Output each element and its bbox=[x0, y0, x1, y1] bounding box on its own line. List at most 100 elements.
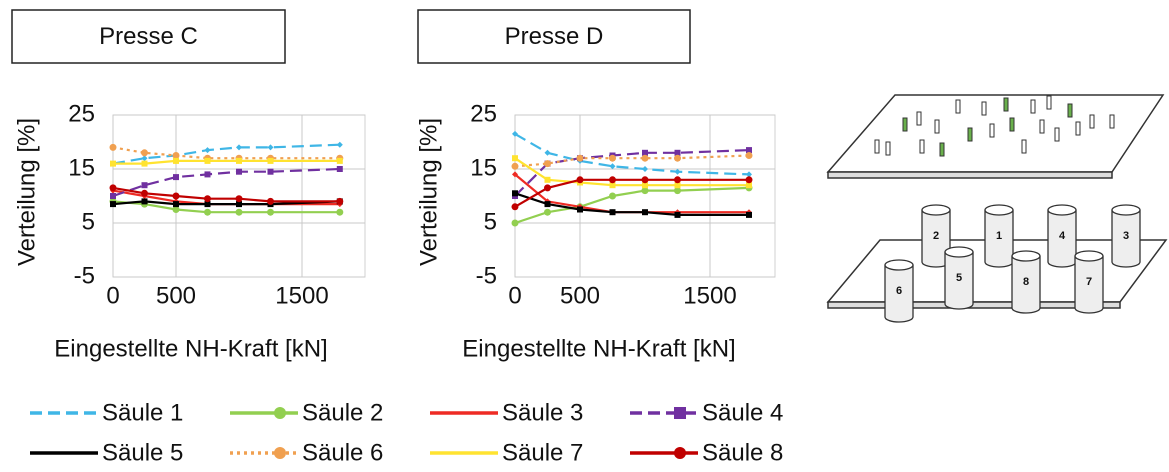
upper-plate-edge bbox=[827, 171, 1113, 179]
legend-marker bbox=[674, 447, 686, 459]
column-top bbox=[944, 246, 974, 258]
legend-label: Säule 1 bbox=[102, 399, 183, 426]
y-tick-label: -5 bbox=[476, 262, 497, 289]
marker bbox=[267, 197, 274, 205]
marker bbox=[173, 157, 179, 164]
marker bbox=[609, 209, 616, 216]
column-top bbox=[1111, 204, 1141, 216]
marker bbox=[204, 201, 211, 208]
chart-title: Presse C bbox=[99, 23, 198, 50]
marker bbox=[641, 154, 649, 162]
legend-marker bbox=[674, 407, 686, 419]
marker bbox=[674, 149, 681, 156]
column-label: 2 bbox=[933, 230, 939, 242]
marker bbox=[544, 184, 551, 192]
marker bbox=[267, 168, 274, 175]
y-axis-label: Verteilung [%] bbox=[415, 118, 442, 266]
marker bbox=[110, 201, 116, 208]
marker bbox=[173, 201, 179, 208]
marker bbox=[204, 208, 211, 216]
marker bbox=[674, 182, 681, 189]
legend-label: Säule 5 bbox=[102, 439, 183, 466]
title-box bbox=[11, 9, 286, 64]
column-top bbox=[1011, 250, 1041, 262]
column-label: 3 bbox=[1123, 230, 1129, 242]
marker bbox=[746, 211, 752, 218]
marker bbox=[512, 171, 518, 178]
marker bbox=[512, 190, 518, 197]
x-tick-label: 1500 bbox=[683, 282, 736, 309]
marker bbox=[642, 182, 648, 189]
column-label: 6 bbox=[896, 285, 902, 297]
x-tick-label: 1500 bbox=[275, 282, 328, 309]
y-tick-label: -5 bbox=[74, 262, 95, 289]
x-tick-label: 0 bbox=[508, 282, 521, 309]
column bbox=[884, 265, 914, 323]
marker bbox=[267, 157, 274, 164]
columns: 6 2 5 1 8 4 7 3 bbox=[884, 204, 1141, 323]
marker bbox=[235, 195, 243, 203]
column-label: 5 bbox=[956, 272, 962, 284]
legend-label: Säule 2 bbox=[302, 399, 383, 426]
marker bbox=[336, 157, 343, 164]
marker bbox=[336, 208, 344, 216]
marker bbox=[336, 197, 344, 205]
x-tick-label: 500 bbox=[156, 282, 196, 309]
marker bbox=[544, 176, 551, 183]
y-tick-label: 15 bbox=[68, 154, 95, 181]
marker bbox=[236, 168, 242, 175]
column-label: 1 bbox=[996, 230, 1002, 242]
y-tick-label: 25 bbox=[470, 100, 497, 127]
marker bbox=[609, 192, 616, 200]
marker bbox=[609, 176, 616, 184]
y-tick-label: 25 bbox=[68, 100, 95, 127]
legend-label: Säule 8 bbox=[702, 439, 783, 466]
column-label: 8 bbox=[1023, 276, 1029, 288]
column-top bbox=[884, 259, 914, 271]
column bbox=[1111, 210, 1141, 268]
marker bbox=[336, 141, 343, 148]
marker bbox=[141, 160, 148, 167]
legend-label: Säule 4 bbox=[702, 399, 783, 426]
legend-marker bbox=[274, 447, 286, 459]
marker bbox=[511, 203, 519, 211]
marker bbox=[267, 208, 274, 216]
marker bbox=[141, 182, 148, 189]
marker bbox=[745, 176, 753, 184]
x-axis-label: Eingestellte NH-Kraft [kN] bbox=[54, 335, 327, 362]
column-top bbox=[1074, 250, 1104, 262]
marker bbox=[235, 208, 243, 216]
marker bbox=[336, 166, 343, 172]
y-tick-label: 5 bbox=[82, 208, 95, 235]
y-tick-label: 15 bbox=[470, 154, 497, 181]
column-label: 7 bbox=[1086, 276, 1092, 288]
marker bbox=[141, 149, 148, 157]
marker bbox=[172, 206, 180, 213]
marker bbox=[746, 182, 752, 189]
marker bbox=[642, 149, 648, 156]
marker bbox=[109, 143, 117, 151]
marker bbox=[110, 160, 116, 167]
marker bbox=[745, 152, 753, 159]
marker bbox=[674, 168, 681, 175]
x-axis-label: Eingestellte NH-Kraft [kN] bbox=[462, 335, 735, 362]
press-diagram bbox=[826, 94, 1168, 309]
marker bbox=[511, 219, 519, 227]
marker bbox=[109, 184, 117, 192]
legend-label: Säule 6 bbox=[302, 439, 383, 466]
marker bbox=[674, 176, 681, 184]
marker bbox=[674, 211, 681, 218]
chart-title: Presse D bbox=[505, 23, 604, 50]
column-top bbox=[921, 204, 951, 216]
column-top bbox=[984, 204, 1014, 216]
marker bbox=[236, 144, 242, 151]
marker bbox=[609, 163, 616, 170]
marker bbox=[576, 154, 584, 162]
marker bbox=[141, 155, 148, 162]
marker bbox=[512, 155, 518, 162]
marker bbox=[172, 192, 180, 200]
column-label: 4 bbox=[1059, 230, 1066, 242]
marker bbox=[511, 162, 519, 170]
legend-label: Säule 7 bbox=[502, 439, 583, 466]
marker bbox=[576, 176, 584, 184]
